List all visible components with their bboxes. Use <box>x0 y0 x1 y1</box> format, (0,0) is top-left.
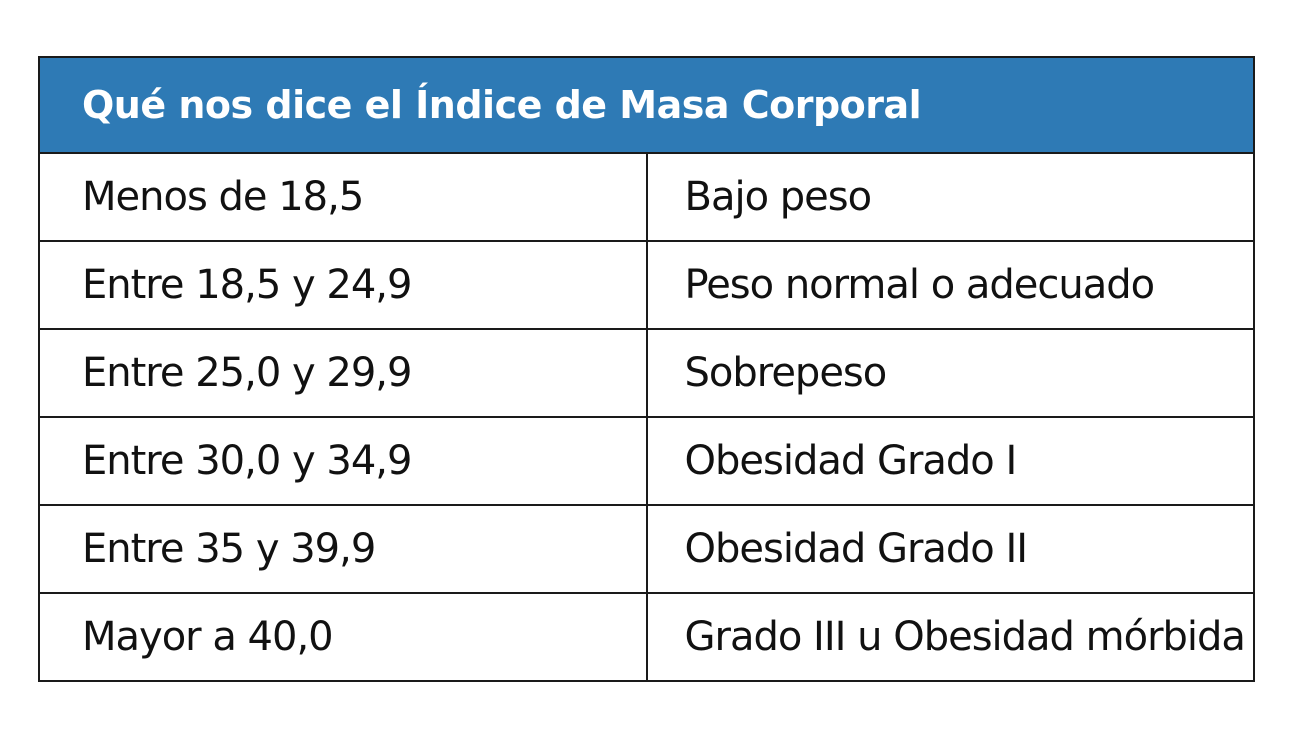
bmi-category-cell: Bajo peso <box>645 152 1255 242</box>
table-row: Entre 25,0 y 29,9 Sobrepeso <box>38 328 1255 418</box>
header-row: Qué nos dice el Índice de Masa Corporal <box>38 56 1255 154</box>
table-row: Menos de 18,5 Bajo peso <box>38 152 1255 242</box>
bmi-range-cell: Mayor a 40,0 <box>38 592 648 682</box>
table-row: Mayor a 40,0 Grado III u Obesidad mórbid… <box>38 592 1255 682</box>
table-header: Qué nos dice el Índice de Masa Corporal <box>38 56 1255 154</box>
table-body: Menos de 18,5 Bajo peso Entre 18,5 y 24,… <box>38 152 1255 682</box>
bmi-category-cell: Grado III u Obesidad mórbida <box>645 592 1255 682</box>
bmi-range-cell: Entre 25,0 y 29,9 <box>38 328 648 418</box>
bmi-range-cell: Entre 18,5 y 24,9 <box>38 240 648 330</box>
bmi-range-cell: Entre 30,0 y 34,9 <box>38 416 648 506</box>
table-row: Entre 30,0 y 34,9 Obesidad Grado I <box>38 416 1255 506</box>
bmi-category-cell: Obesidad Grado II <box>645 504 1255 594</box>
table-title: Qué nos dice el Índice de Masa Corporal <box>38 56 1255 154</box>
bmi-range-cell: Entre 35 y 39,9 <box>38 504 648 594</box>
table-row: Entre 35 y 39,9 Obesidad Grado II <box>38 504 1255 594</box>
bmi-range-cell: Menos de 18,5 <box>38 152 648 242</box>
bmi-category-cell: Obesidad Grado I <box>645 416 1255 506</box>
bmi-table: Qué nos dice el Índice de Masa Corporal … <box>38 56 1255 682</box>
bmi-category-cell: Peso normal o adecuado <box>645 240 1255 330</box>
bmi-category-cell: Sobrepeso <box>645 328 1255 418</box>
table-row: Entre 18,5 y 24,9 Peso normal o adecuado <box>38 240 1255 330</box>
